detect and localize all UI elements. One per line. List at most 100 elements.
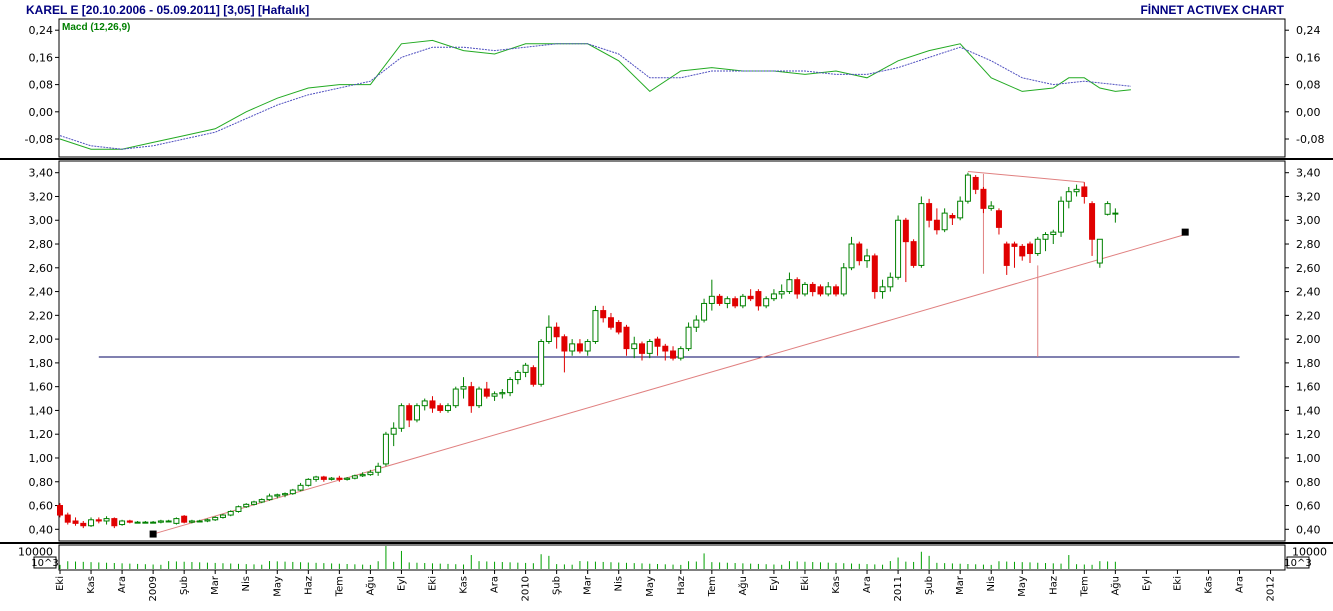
candle-up [1050,231,1057,236]
candle-down [639,343,645,354]
candle-up [258,499,265,503]
candle-down [95,519,102,522]
x-tick-label: Ara [490,576,501,593]
x-tick-label: Şub [924,576,935,595]
candle-up [879,286,886,293]
price-group: 3,40 3,40 3,20 3,20 3,00 3,00 2,80 2,80 2,60 2,60… [29,167,1321,538]
candle-up [173,518,180,524]
candle-down [437,405,444,411]
price-tick-label-left: 3,40 [29,167,54,180]
candle-up [801,283,808,295]
candle-up [382,433,389,465]
candle-up [538,340,545,385]
candle-down [910,241,917,266]
candle-up [895,219,902,278]
x-tick-label: Ağu [364,576,376,596]
x-tick-label: May [272,576,283,597]
candle-up [1104,203,1111,215]
candle-up [507,379,514,394]
volume-unit-label-right: 10^3 [1284,558,1311,569]
macd-label: Macd (12,26,9) [62,22,130,33]
candle-down [530,367,537,385]
candle-up [157,520,164,523]
x-tick-label: Nis [241,576,252,591]
price-tick-label-left: 3,00 [29,214,54,227]
x-tick-label: Nis [986,576,997,591]
x-tick-label: Şub [552,576,563,595]
x-tick-label: Kas [1203,576,1214,594]
candle-up [196,520,203,523]
trendline-line [152,234,1186,535]
price-tick-label-left: 1,80 [29,357,54,370]
macd-tick-label-right: 0,08 [1296,79,1321,92]
candle-down [995,210,1002,228]
x-tick-label: Eyl [396,576,407,591]
candle-up [251,501,257,505]
price-tick-label-right: 2,80 [1296,238,1321,251]
candle-down [926,203,933,221]
x-tick-label: Nis [614,576,625,591]
candle-up [957,200,964,219]
candle-up [491,393,498,397]
x-tick-label: Mar [955,575,966,595]
macd-tick-label-left: 0,08 [29,79,54,92]
price-tick-label-right: 3,00 [1296,214,1321,227]
candle-up [514,371,521,381]
candle-up [351,475,358,479]
candle-up [677,348,684,359]
candle-up [421,400,428,407]
candle-up [150,521,157,524]
x-tick-label: Tem [334,576,345,597]
candle-down [483,388,490,397]
candle-down [615,321,622,333]
candle-up [786,279,793,293]
x-tick-label: Ara [117,576,128,593]
candle-down [126,520,133,523]
x-tick-label: Ağu [737,576,749,596]
price-tick-label-left: 2,40 [29,286,54,299]
candle-up [227,510,234,516]
candle-down [320,476,327,480]
candle-down [809,283,816,293]
x-tick-label: Şub [179,576,190,595]
candle-down [755,291,762,307]
x-tick-label: Ara [1235,576,1246,593]
candle-up [460,386,467,390]
candle-down [600,310,607,319]
candle-down [468,386,475,407]
macd-tick-label-right: 0,24 [1296,24,1321,37]
price-tick-label-left: 1,60 [29,381,54,394]
candle-down [902,219,909,243]
candle-up [212,516,219,521]
candle-down [336,477,343,480]
candle-up [297,484,304,491]
candle-up [941,212,948,231]
candle-up [359,474,366,477]
candle-up [119,520,126,526]
candle-down [654,338,661,347]
price-tick-label-right: 1,20 [1296,428,1321,441]
candle-up [592,310,599,342]
candle-up [545,326,552,342]
macd-group: 0,24 0,24 0,16 0,16 0,08 0,08 0,00 0,00 -0,08 -0,… [25,24,1324,150]
candle-down [1089,203,1096,240]
candle-up [770,293,777,300]
candle-down [576,343,583,352]
candle-up [235,506,242,512]
candle-up [887,276,894,288]
candle-up [1058,200,1065,233]
candle-up [134,521,141,524]
candle-up [1065,191,1072,202]
x-tick-label: 2010 [521,576,532,601]
candle-down [429,400,436,409]
macd-tick-label-left: 0,24 [29,24,54,37]
price-tick-label-right: 2,20 [1296,309,1321,322]
candle-up [204,519,211,522]
candle-up [452,388,459,407]
price-panel-frame [58,160,1286,542]
volume-unit-box-left [33,556,57,569]
volume-tick-label-left: 10000 [18,546,53,559]
price-tick-label-left: 2,60 [29,262,54,275]
candle-up [289,489,296,495]
candle-up [522,364,529,373]
